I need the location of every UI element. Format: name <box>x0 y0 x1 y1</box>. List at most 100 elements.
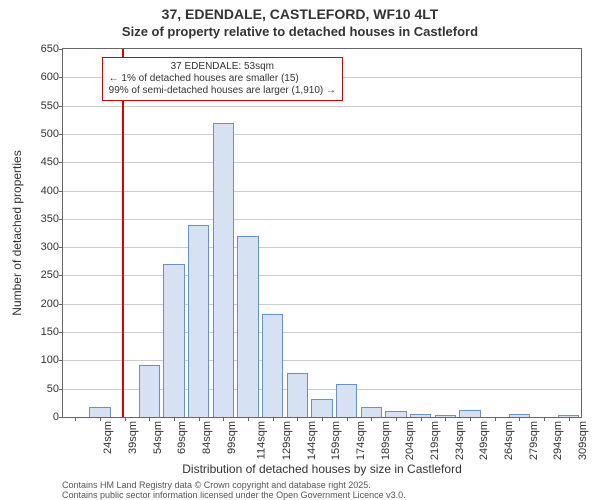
x-tick-mark <box>470 417 471 421</box>
grid-line <box>63 162 581 163</box>
grid-line <box>63 247 581 248</box>
histogram-bar <box>361 407 382 417</box>
y-tick-mark <box>59 275 63 276</box>
x-tick-mark <box>495 417 496 421</box>
y-tick-mark <box>59 106 63 107</box>
histogram-bar <box>237 236 258 417</box>
x-tick-label: 54sqm <box>152 421 164 454</box>
y-tick-label: 100 <box>41 354 59 366</box>
histogram-bar <box>459 410 480 417</box>
grid-line <box>63 275 581 276</box>
x-tick-label: 189sqm <box>380 421 392 460</box>
y-tick-mark <box>59 49 63 50</box>
x-tick-label: 84sqm <box>201 421 213 454</box>
y-tick-label: 400 <box>41 185 59 197</box>
y-tick-label: 200 <box>41 298 59 310</box>
annotation-line: 37 EDENDALE: 53sqm <box>109 61 336 73</box>
grid-line <box>63 332 581 333</box>
histogram-bar <box>163 264 184 417</box>
x-tick-mark <box>75 417 76 421</box>
footer-attribution: Contains HM Land Registry data © Crown c… <box>62 480 582 500</box>
y-tick-mark <box>59 134 63 135</box>
y-tick-mark <box>59 219 63 220</box>
x-tick-mark <box>569 417 570 421</box>
histogram-bar <box>287 373 308 417</box>
histogram-bar <box>139 365 160 417</box>
x-tick-label: 294sqm <box>552 421 564 460</box>
histogram-bar <box>262 314 283 417</box>
y-tick-mark <box>59 304 63 305</box>
x-tick-mark <box>371 417 372 421</box>
y-tick-label: 150 <box>41 326 59 338</box>
grid-line <box>63 219 581 220</box>
grid-line <box>63 304 581 305</box>
grid-line <box>63 106 581 107</box>
y-tick-label: 50 <box>47 383 59 395</box>
x-tick-label: 174sqm <box>355 421 367 460</box>
x-tick-mark <box>347 417 348 421</box>
grid-line <box>63 360 581 361</box>
y-tick-label: 250 <box>41 269 59 281</box>
y-tick-label: 0 <box>53 411 59 423</box>
x-tick-mark <box>223 417 224 421</box>
y-tick-label: 450 <box>41 156 59 168</box>
y-tick-label: 550 <box>41 100 59 112</box>
footer-line-1: Contains HM Land Registry data © Crown c… <box>62 480 582 490</box>
footer-line-2: Contains public sector information licen… <box>62 490 582 500</box>
y-axis-label: Number of detached properties <box>10 48 26 418</box>
y-tick-mark <box>59 247 63 248</box>
x-tick-mark <box>174 417 175 421</box>
x-tick-label: 309sqm <box>577 421 589 460</box>
annotation-box: 37 EDENDALE: 53sqm← 1% of detached house… <box>102 57 343 101</box>
x-tick-label: 129sqm <box>281 421 293 460</box>
y-tick-mark <box>59 389 63 390</box>
x-tick-mark <box>273 417 274 421</box>
x-tick-mark <box>544 417 545 421</box>
x-tick-label: 159sqm <box>330 421 342 460</box>
x-axis-label: Distribution of detached houses by size … <box>62 462 582 476</box>
x-tick-label: 219sqm <box>429 421 441 460</box>
histogram-bar <box>188 225 209 417</box>
x-tick-mark <box>445 417 446 421</box>
y-tick-label: 650 <box>41 43 59 55</box>
histogram-bar <box>311 399 332 417</box>
x-tick-label: 234sqm <box>454 421 466 460</box>
histogram-bar <box>213 123 234 417</box>
y-tick-label: 350 <box>41 213 59 225</box>
x-tick-label: 114sqm <box>256 421 268 459</box>
title-line-2: Size of property relative to detached ho… <box>0 24 600 39</box>
x-tick-label: 69sqm <box>176 421 188 454</box>
x-tick-label: 249sqm <box>478 421 490 460</box>
x-tick-mark <box>322 417 323 421</box>
histogram-bar <box>89 407 110 417</box>
x-tick-label: 24sqm <box>102 421 114 454</box>
annotation-line: ← 1% of detached houses are smaller (15) <box>109 73 336 85</box>
chart-container: 37, EDENDALE, CASTLEFORD, WF10 4LT Size … <box>0 0 600 500</box>
x-tick-label: 279sqm <box>528 421 540 460</box>
y-tick-mark <box>59 77 63 78</box>
x-tick-mark <box>519 417 520 421</box>
annotation-line: 99% of semi-detached houses are larger (… <box>109 85 336 97</box>
plot-area: 0501001502002503003504004505005506006502… <box>62 48 582 418</box>
histogram-bar <box>336 384 357 417</box>
title-line-1: 37, EDENDALE, CASTLEFORD, WF10 4LT <box>0 6 600 22</box>
x-tick-mark <box>297 417 298 421</box>
x-tick-mark <box>421 417 422 421</box>
y-tick-mark <box>59 162 63 163</box>
x-tick-mark <box>149 417 150 421</box>
y-tick-mark <box>59 332 63 333</box>
x-tick-mark <box>396 417 397 421</box>
x-tick-label: 204sqm <box>404 421 416 460</box>
y-tick-mark <box>59 417 63 418</box>
x-tick-label: 99sqm <box>226 421 238 454</box>
y-tick-mark <box>59 191 63 192</box>
y-tick-label: 500 <box>41 128 59 140</box>
x-tick-label: 264sqm <box>503 421 515 460</box>
y-tick-label: 600 <box>41 71 59 83</box>
x-tick-label: 144sqm <box>306 421 318 460</box>
x-tick-mark <box>248 417 249 421</box>
y-tick-label: 300 <box>41 241 59 253</box>
y-tick-mark <box>59 360 63 361</box>
x-tick-mark <box>125 417 126 421</box>
reference-line <box>122 49 124 417</box>
